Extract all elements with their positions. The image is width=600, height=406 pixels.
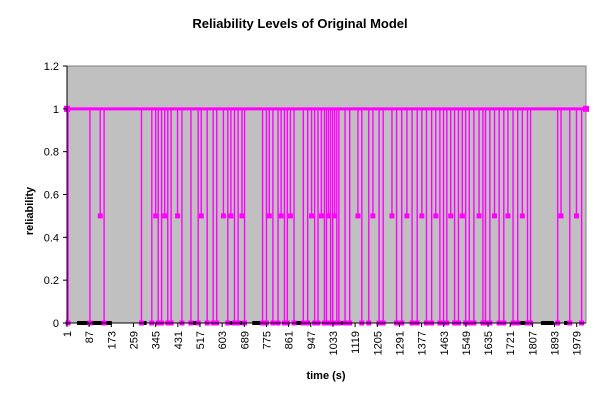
data-point-marker: [239, 213, 245, 219]
data-point-marker: [558, 213, 564, 219]
y-tick-label: 0: [53, 318, 59, 330]
data-point-marker: [433, 213, 439, 219]
y-tick-label: 0.2: [44, 275, 59, 287]
x-tick-label: 1291: [394, 331, 406, 355]
data-point-marker: [326, 213, 332, 219]
x-tick-label: 1635: [483, 331, 495, 355]
x-tick-label: 1463: [439, 331, 451, 355]
data-point-marker: [228, 213, 234, 219]
data-point-marker: [162, 213, 168, 219]
data-point-marker: [332, 213, 338, 219]
data-point-marker: [389, 213, 395, 219]
x-tick-label: 1807: [527, 331, 539, 355]
y-tick-label: 0.4: [44, 232, 59, 244]
x-tick-label: 431: [173, 331, 185, 349]
data-point-marker: [198, 213, 204, 219]
data-point-marker: [287, 213, 293, 219]
data-point-marker: [220, 213, 226, 219]
x-axis-label: time (s): [306, 370, 345, 382]
x-tick-label: 1033: [328, 331, 340, 355]
x-tick-label: 345: [151, 331, 163, 349]
x-tick-label: 1: [62, 331, 74, 337]
x-tick-label: 861: [284, 331, 296, 349]
x-axis: 1 87 173 259 345 431 517 603 689 775 861 947 1033 111…: [62, 322, 586, 355]
x-tick-label: 259: [128, 331, 140, 349]
data-point-marker: [505, 213, 511, 219]
x-tick-label: 775: [261, 331, 273, 349]
data-point-marker: [583, 105, 589, 112]
x-tick-label: 689: [239, 331, 251, 349]
data-point-marker: [476, 213, 482, 219]
data-point-marker: [370, 213, 376, 219]
y-tick-label: 0.6: [44, 190, 59, 202]
data-point-marker: [492, 213, 498, 219]
data-point-marker: [175, 213, 181, 219]
x-tick-label: 1721: [505, 331, 517, 355]
x-tick-label: 603: [217, 331, 229, 349]
x-tick-label: 1377: [417, 331, 429, 355]
data-point-marker: [318, 213, 324, 219]
x-tick-label: 87: [84, 331, 96, 343]
chart-title: Reliability Levels of Original Model: [192, 16, 407, 31]
data-point-marker: [573, 213, 579, 219]
x-tick-label: 1549: [461, 331, 473, 355]
x-tick-label: 173: [106, 331, 118, 349]
data-point-marker: [153, 213, 159, 219]
y-tick-label: 1: [53, 104, 59, 116]
x-tick-label: 1205: [372, 331, 384, 355]
data-point-marker: [278, 213, 284, 219]
x-tick-label: 1979: [572, 331, 584, 355]
data-point-marker: [355, 213, 361, 219]
y-tick-label: 1.2: [44, 61, 59, 73]
data-point-marker: [404, 213, 410, 219]
data-point-marker: [309, 213, 315, 219]
data-point-marker: [448, 213, 454, 219]
data-point-marker: [419, 213, 425, 219]
data-point-marker: [266, 213, 272, 219]
data-point-marker: [519, 213, 525, 219]
y-tick-label: 0.8: [44, 147, 59, 159]
y-axis-label: reliability: [24, 186, 36, 235]
series-layer: [64, 105, 589, 326]
data-point-marker: [97, 213, 103, 219]
x-tick-label: 947: [306, 331, 318, 349]
x-tick-label: 517: [195, 331, 207, 349]
x-tick-label: 1893: [550, 331, 562, 355]
data-point-marker: [459, 213, 465, 219]
y-axis: 0 0.2 0.4 0.6 0.8 1 1.2: [44, 61, 68, 330]
x-tick-label: 1119: [350, 331, 362, 354]
